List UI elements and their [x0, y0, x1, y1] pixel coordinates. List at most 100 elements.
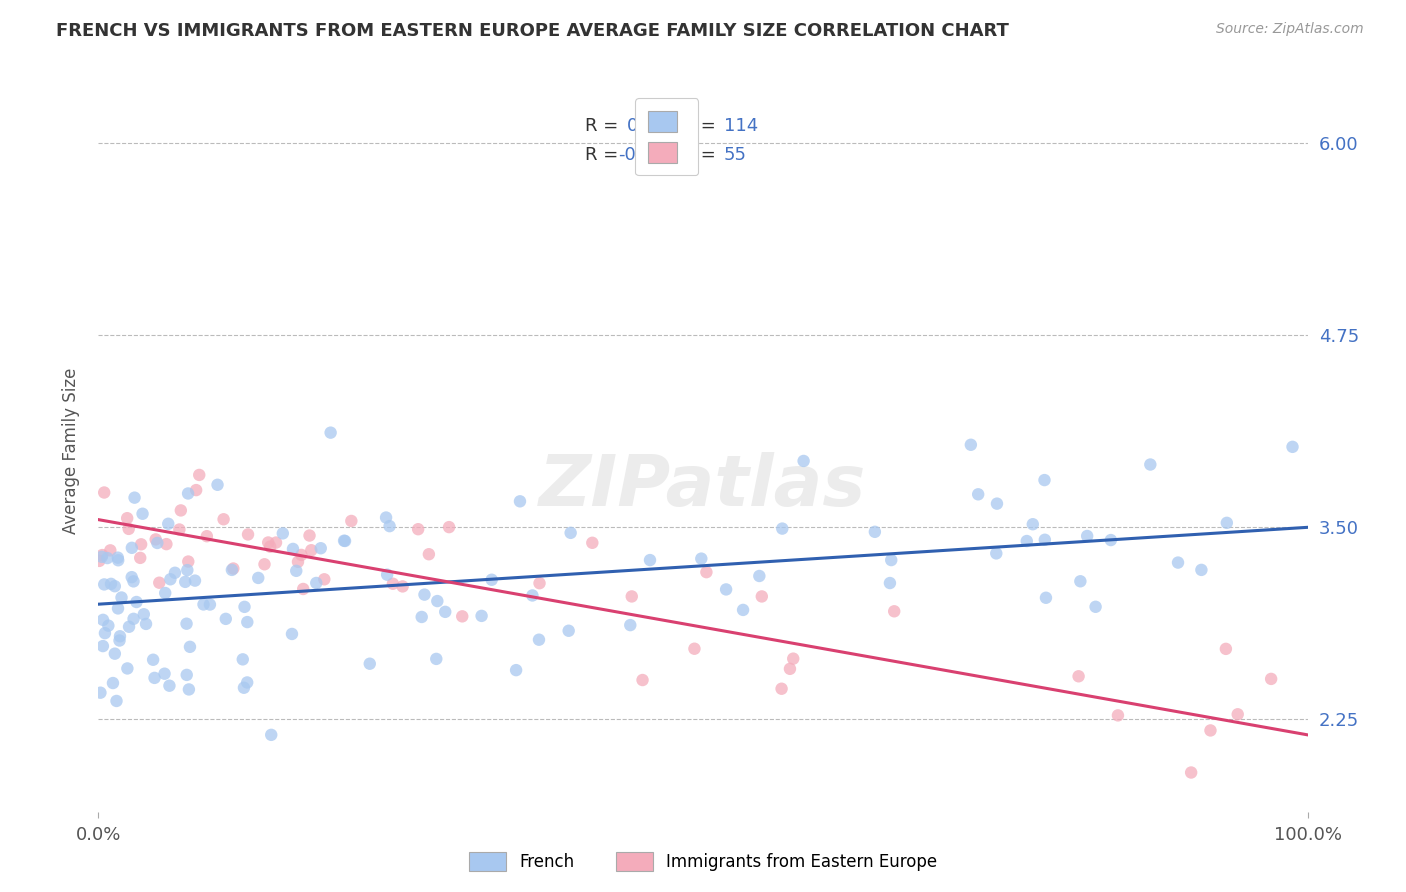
Point: [967, 487, 990, 501]
Point: [93, 577, 115, 591]
Point: [779, 662, 801, 676]
Point: [93, 485, 115, 500]
Text: Source: ZipAtlas.com: Source: ZipAtlas.com: [1216, 22, 1364, 37]
Point: [481, 573, 503, 587]
Point: [155, 537, 177, 551]
Point: [560, 525, 582, 540]
Point: [233, 599, 256, 614]
Point: [1199, 723, 1222, 738]
Text: ZIPatlas: ZIPatlas: [540, 452, 866, 521]
Point: [1215, 641, 1237, 656]
Point: [163, 566, 186, 580]
Point: [319, 425, 342, 440]
Point: [108, 629, 131, 643]
Point: [381, 576, 404, 591]
Point: [155, 586, 177, 600]
Point: [108, 633, 131, 648]
Point: [631, 673, 654, 687]
Point: [690, 551, 713, 566]
Point: [287, 555, 309, 569]
Text: 0.101: 0.101: [627, 117, 678, 135]
Point: [143, 671, 166, 685]
Point: [1099, 533, 1122, 547]
Point: [91, 548, 114, 562]
Point: [638, 553, 661, 567]
Point: [125, 595, 148, 609]
Point: [375, 567, 398, 582]
Point: [426, 594, 449, 608]
Point: [177, 682, 200, 697]
Point: [1084, 599, 1107, 614]
Point: [131, 507, 153, 521]
Point: [557, 624, 579, 638]
Point: [145, 533, 167, 547]
Point: [505, 663, 527, 677]
Point: [101, 676, 124, 690]
Point: [124, 491, 146, 505]
Point: [91, 639, 114, 653]
Point: [232, 652, 254, 666]
Point: [406, 522, 429, 536]
Point: [179, 640, 201, 654]
Point: [132, 607, 155, 622]
Point: [695, 565, 717, 579]
Point: [118, 522, 141, 536]
Point: [259, 540, 281, 554]
Point: [620, 590, 643, 604]
Point: [121, 570, 143, 584]
Point: [782, 651, 804, 665]
Point: [880, 553, 903, 567]
Point: [359, 657, 381, 671]
Point: [115, 511, 138, 525]
Point: [748, 569, 770, 583]
Point: [110, 591, 132, 605]
Text: 114: 114: [724, 117, 758, 135]
Point: [1022, 517, 1045, 532]
Point: [100, 577, 122, 591]
Point: [298, 528, 321, 542]
Point: [391, 579, 413, 593]
Point: [153, 666, 176, 681]
Point: [174, 574, 197, 589]
Point: [581, 536, 603, 550]
Point: [413, 588, 436, 602]
Point: [1226, 707, 1249, 722]
Point: [177, 486, 200, 500]
Point: [176, 668, 198, 682]
Point: [1076, 529, 1098, 543]
Point: [159, 679, 181, 693]
Point: [1069, 574, 1091, 589]
Point: [221, 563, 243, 577]
Point: [1067, 669, 1090, 683]
Point: [960, 438, 983, 452]
Point: [212, 512, 235, 526]
Point: [1035, 591, 1057, 605]
Point: [107, 601, 129, 615]
Y-axis label: Average Family Size: Average Family Size: [62, 368, 80, 533]
Point: [207, 477, 229, 491]
Point: [309, 541, 332, 556]
Text: N =: N =: [671, 117, 721, 135]
Point: [264, 535, 287, 549]
Point: [378, 519, 401, 533]
Point: [1180, 765, 1202, 780]
Point: [105, 694, 128, 708]
Point: [418, 547, 440, 561]
Point: [770, 681, 793, 696]
Point: [529, 576, 551, 591]
Point: [1107, 708, 1129, 723]
Point: [733, 603, 755, 617]
Point: [142, 653, 165, 667]
Point: [89, 554, 111, 568]
Point: [299, 543, 322, 558]
Legend: , : ,: [636, 98, 699, 175]
Point: [1033, 473, 1056, 487]
Point: [434, 605, 457, 619]
Point: [129, 550, 152, 565]
Point: [122, 612, 145, 626]
Point: [1167, 556, 1189, 570]
Text: 55: 55: [724, 146, 747, 164]
Point: [1216, 516, 1239, 530]
Point: [184, 574, 207, 588]
Point: [97, 618, 120, 632]
